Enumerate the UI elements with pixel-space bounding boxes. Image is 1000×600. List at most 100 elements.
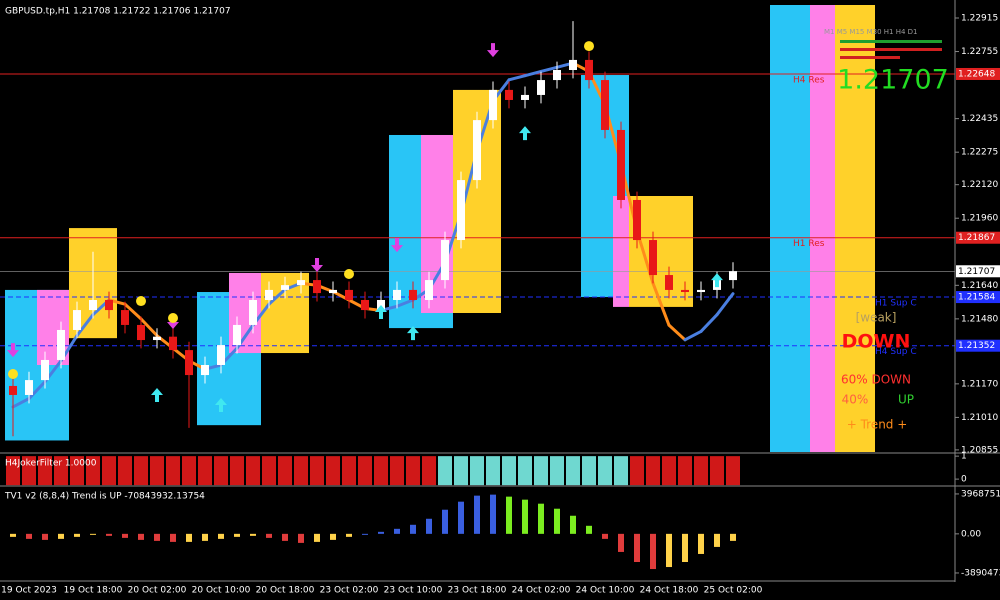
candle-body [457, 180, 465, 241]
filter-bar [22, 456, 36, 486]
histogram-bar [602, 533, 608, 539]
histogram-bar [554, 508, 560, 534]
candle-body [57, 329, 65, 360]
filter-bar [598, 456, 612, 486]
x-tick-label: 25 Oct 02:00 [704, 586, 763, 596]
candle-body [665, 275, 673, 290]
histogram-bar [650, 533, 656, 570]
mtf-bar [840, 40, 942, 43]
candle-body [345, 289, 353, 300]
candle-body [441, 240, 449, 281]
histogram-bar [106, 533, 112, 536]
signal-line [539, 65, 559, 73]
candle-body [281, 285, 289, 290]
filter-bar [70, 456, 84, 486]
histogram-bar [666, 533, 672, 568]
signal-zone [613, 196, 629, 307]
y-tick-label: -38904736 [961, 568, 1000, 578]
plot-layer: H4 Res H1 Res H1 Sup C H4 Sup C [0, 21, 955, 570]
filter-bar [118, 456, 132, 486]
signal-dot [168, 313, 178, 324]
histogram-bar [538, 503, 544, 534]
histogram-bar [314, 533, 320, 542]
filter-bar [678, 456, 692, 486]
y-tick-label: 1.21960 [961, 214, 998, 224]
price-box-label: 1.21584 [958, 293, 995, 303]
histogram-bar [410, 524, 416, 534]
chart-title: GBPUSD.tp,H1 1.21708 1.21722 1.21706 1.2… [5, 7, 231, 17]
filter-bar [582, 456, 596, 486]
y-tick-label: 1.22435 [961, 114, 998, 124]
price-box-label: 1.21352 [958, 341, 995, 351]
x-tick-label: 24 Oct 10:00 [576, 586, 635, 596]
buy-arrow [519, 126, 531, 141]
filter-bar [38, 456, 52, 486]
histogram-bar [122, 533, 128, 538]
x-tick-label: 23 Oct 18:00 [448, 586, 507, 596]
up-label: UP [898, 393, 914, 407]
histogram-bar [154, 533, 160, 541]
filter-bar [230, 456, 244, 486]
filter-bar [246, 456, 260, 486]
x-tick-label: 20 Oct 02:00 [128, 586, 187, 596]
filter-bar [454, 456, 468, 486]
candle-body [153, 336, 161, 341]
y-tick-label: 0.00 [961, 529, 981, 539]
histogram-bar [714, 533, 720, 547]
histogram-bar [266, 533, 272, 538]
histogram-bar [362, 533, 368, 535]
filter-bar [150, 456, 164, 486]
histogram-bar [474, 495, 480, 534]
buy-arrow [711, 273, 723, 288]
signal-line [123, 302, 143, 321]
histogram-bar [458, 501, 464, 534]
signal-line [11, 397, 31, 409]
x-tick-label: 19 Oct 2023 [1, 586, 57, 596]
candle-body [585, 59, 593, 81]
candle-body [9, 385, 17, 395]
filter-bar [374, 456, 388, 486]
filter-bar [614, 456, 628, 486]
y-tick-label: 1.22120 [961, 180, 998, 190]
level-label: H1 Sup C [875, 299, 917, 309]
candle-body [361, 299, 369, 311]
candle-body [249, 299, 257, 325]
filter-bar [534, 456, 548, 486]
histogram-bar [90, 533, 96, 535]
down-percent: 60% DOWN [841, 373, 911, 387]
strength: [weak] [856, 311, 897, 325]
histogram-bar [394, 528, 400, 534]
candle-body [201, 364, 209, 376]
histogram-bar [58, 533, 64, 539]
y-tick-label: 1.22915 [961, 13, 998, 23]
y-tick-label: 1.22275 [961, 148, 998, 158]
histogram-bar [10, 533, 16, 537]
filter-bar [486, 456, 500, 486]
mtf-bar [840, 56, 900, 59]
panel-column-cyan [770, 5, 810, 452]
signal-dot [8, 369, 18, 380]
histogram-bar [138, 533, 144, 540]
filter-bar [6, 456, 20, 486]
candle-body [265, 289, 273, 300]
candle-body [233, 324, 241, 346]
filter-bar [518, 456, 532, 486]
histogram-bar [378, 531, 384, 534]
filter-bar [134, 456, 148, 486]
candle-body [41, 359, 49, 381]
x-tick-label: 20 Oct 18:00 [256, 586, 315, 596]
candle-body [537, 80, 545, 95]
histogram-bar [426, 518, 432, 534]
candle-body [297, 280, 305, 286]
histogram-bar [330, 533, 336, 540]
candle-body [473, 120, 481, 181]
candle-body [393, 289, 401, 300]
histogram-bar [442, 509, 448, 534]
x-tick-label: 23 Oct 10:00 [384, 586, 443, 596]
y-tick-label: 1.21010 [961, 413, 998, 423]
y-tick-label: 1.21480 [961, 314, 998, 324]
signal-line [651, 281, 671, 327]
filter-bar [390, 456, 404, 486]
x-tick-label: 24 Oct 02:00 [512, 586, 571, 596]
candle-body [105, 299, 113, 311]
